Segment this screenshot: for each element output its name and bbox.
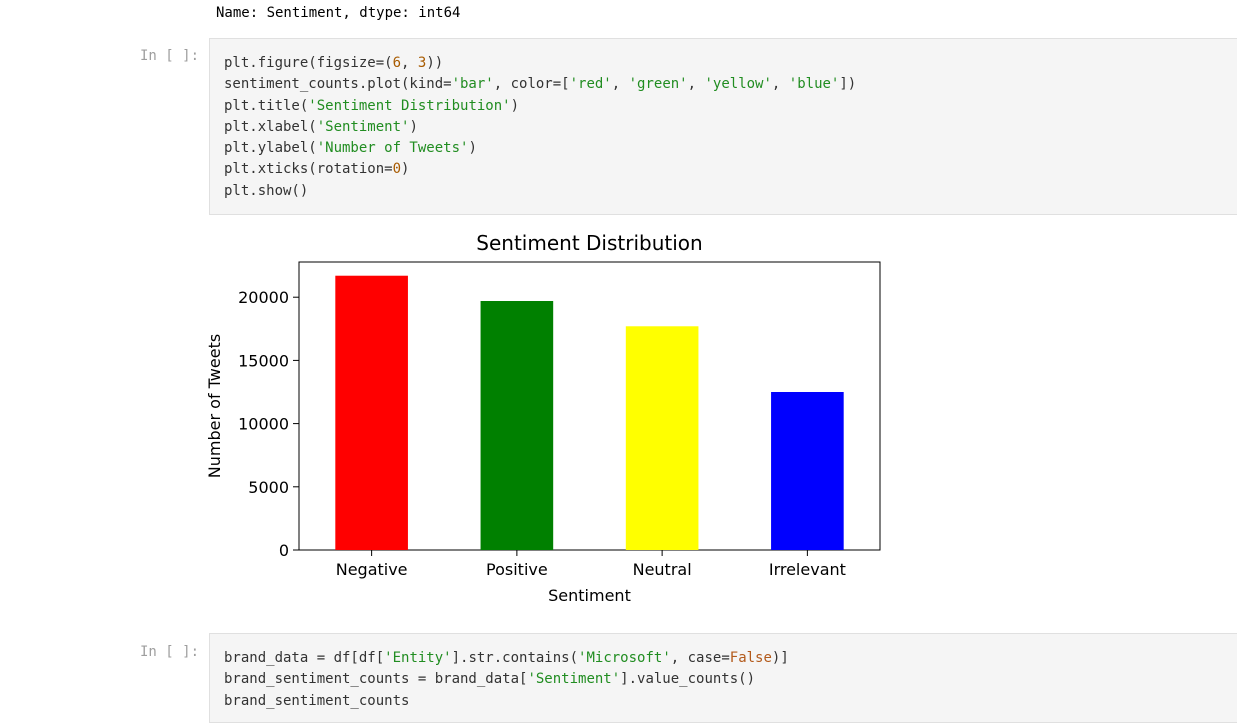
code-token: , — [687, 76, 705, 93]
code-line: plt.show() — [210, 181, 1237, 202]
code-token: brand_data = df[df[ — [224, 650, 385, 666]
code-token: ) — [409, 118, 418, 135]
x-tick-label: Neutral — [633, 560, 692, 579]
y-tick-label: 20000 — [238, 288, 289, 307]
code-token: plt.xlabel( — [224, 118, 317, 135]
code-token: 'Entity' — [384, 650, 452, 666]
cell-output-text: Name: Sentiment, dtype: int64 — [216, 5, 461, 21]
code-token: sentiment_counts.plot(kind= — [224, 76, 452, 93]
code-token: ].value_counts() — [620, 671, 756, 688]
bar-positive — [480, 300, 554, 550]
code-token: 3 — [417, 55, 427, 71]
cell-prompt: In [ ]: — [140, 48, 200, 64]
code-token: brand_sentiment_counts — [224, 692, 410, 709]
code-line: plt.title('Sentiment Distribution') — [210, 96, 1237, 117]
code-token: ) — [401, 161, 410, 178]
code-cell[interactable]: plt.figure(figsize=(6, 3)) sentiment_coun… — [209, 38, 1237, 215]
y-tick-label: 15000 — [238, 351, 289, 370]
code-token: , color=[ — [493, 76, 570, 93]
code-token: plt.figure(figsize=( — [224, 55, 393, 71]
bar-neutral — [625, 326, 699, 550]
code-token: 'Sentiment' — [527, 671, 621, 688]
code-token: 6 — [392, 55, 402, 71]
x-axis-label: Sentiment — [548, 586, 631, 605]
code-token: , — [771, 76, 789, 93]
code-token: , — [611, 76, 629, 93]
code-token: 'Sentiment Distribution' — [308, 97, 511, 114]
code-token: ) — [468, 140, 477, 157]
code-cell[interactable]: brand_data = df[df['Entity'].str.contain… — [209, 633, 1237, 723]
code-token: , — [401, 55, 418, 71]
bar-negative — [335, 275, 408, 550]
code-token: ].str.contains( — [451, 650, 579, 666]
y-tick-label: 5000 — [248, 478, 289, 497]
plot-area — [298, 261, 881, 551]
code-token: False — [729, 650, 772, 666]
chart-title: Sentiment Distribution — [476, 231, 702, 255]
code-token: , case= — [670, 650, 730, 666]
code-token: ) — [510, 97, 520, 114]
bar-irrelevant — [771, 392, 844, 550]
code-token: plt.xticks(rotation= — [224, 161, 393, 178]
code-token: 'green' — [628, 76, 688, 93]
code-token: 'Number of Tweets' — [316, 140, 469, 157]
y-axis-label: Number of Tweets — [205, 334, 224, 478]
bar-chart: Sentiment Distribution Sentiment Number … — [205, 231, 881, 605]
code-token: plt.show() — [224, 182, 309, 199]
x-tick-label: Irrelevant — [769, 560, 846, 579]
code-line: brand_sentiment_counts — [210, 691, 1237, 712]
code-token: 'red' — [569, 76, 612, 93]
code-token: 'Sentiment' — [316, 118, 410, 135]
code-token: 'yellow' — [704, 76, 772, 93]
code-token: )] — [771, 650, 789, 666]
y-tick-label: 0 — [279, 541, 289, 560]
code-line: plt.figure(figsize=(6, 3)) — [210, 53, 1237, 74]
code-token: 'blue' — [788, 76, 840, 93]
code-line: sentiment_counts.plot(kind='bar', color=… — [210, 74, 1237, 95]
code-line: plt.ylabel('Number of Tweets') — [210, 138, 1237, 159]
code-token: brand_sentiment_counts = brand_data[ — [224, 671, 528, 688]
code-token: 0 — [392, 161, 402, 178]
code-token: 'bar' — [451, 76, 494, 93]
code-line: plt.xlabel('Sentiment') — [210, 117, 1237, 138]
code-token: ]) — [839, 76, 857, 93]
code-line: brand_sentiment_counts = brand_data['Sen… — [210, 669, 1237, 690]
code-line: plt.xticks(rotation=0) — [210, 159, 1237, 180]
code-token: )) — [426, 55, 444, 71]
code-token: plt.title( — [224, 97, 309, 114]
code-line: brand_data = df[df['Entity'].str.contain… — [210, 648, 1237, 669]
x-tick-label: Positive — [486, 560, 548, 579]
y-tick-label: 10000 — [238, 415, 289, 434]
x-tick-label: Negative — [336, 560, 408, 579]
code-token: 'Microsoft' — [578, 650, 671, 666]
code-token: plt.ylabel( — [224, 140, 317, 157]
cell-prompt: In [ ]: — [140, 644, 200, 660]
